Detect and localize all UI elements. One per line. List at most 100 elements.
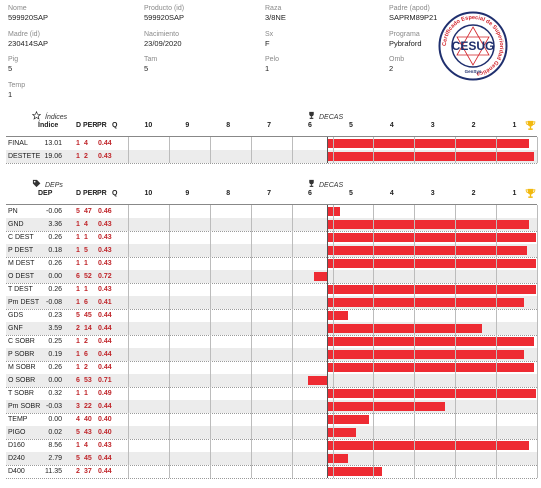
field-value: 23/09/2020 — [144, 39, 182, 48]
indices-trophy-icon — [525, 120, 536, 130]
indices-row-pr: 0.44 — [98, 140, 112, 147]
deps-row: O SOBR 0.00 6 53 0.71 — [6, 374, 537, 387]
field-value: 2 — [389, 64, 394, 73]
deps-deca-8: 8 — [226, 190, 231, 197]
deps-row-d: 1 — [76, 234, 80, 241]
cesug-seal: Certificado Especial de Superioridad Gen… — [438, 11, 508, 81]
header-field-pig: Pig 5 — [8, 55, 18, 74]
deps-deca-gridline — [128, 205, 129, 478]
deps-deca-gridline — [168, 205, 170, 478]
field-value: 5 — [8, 64, 13, 73]
deps-row-name: C SOBR — [8, 338, 35, 345]
indices-deca-gridline — [496, 137, 498, 163]
deps-row-pr: 0.44 — [98, 468, 112, 475]
deps-row-pr: 0.49 — [98, 390, 112, 397]
deps-deca-10: 10 — [144, 190, 153, 197]
deps-row-pr: 0.44 — [98, 351, 112, 358]
deps-row-bar — [327, 285, 536, 294]
deps-row-name: T DEST — [8, 286, 33, 293]
deps-row-value: -0.08 — [46, 299, 62, 306]
field-value: SAPRM89P21 — [389, 13, 438, 22]
indices-deca-gridline — [373, 137, 375, 163]
deps-row-value: 0.26 — [48, 364, 62, 371]
indices-deca-1: 1 — [512, 122, 517, 129]
deps-row-pr: 0.40 — [98, 416, 112, 423]
deps-row-divider — [6, 231, 537, 232]
deps-row-pr: 0.43 — [98, 234, 112, 241]
deps-deca-9: 9 — [185, 190, 190, 197]
deps-row-per: 1 — [84, 286, 88, 293]
deps-deca-1: 1 — [512, 190, 517, 197]
deps-deca-gridline — [414, 205, 416, 478]
deps-row-pr: 0.40 — [98, 429, 112, 436]
deps-row-d: 1 — [76, 221, 80, 228]
indices-deca-gridline — [332, 137, 334, 163]
deps-col-pr: PR — [97, 190, 107, 197]
deps-row-bar — [327, 233, 536, 242]
deps-row-value: 0.00 — [48, 377, 62, 384]
deps-row-per: 1 — [84, 390, 88, 397]
indices-decas-label: DECAS — [307, 111, 343, 122]
deps-trophy-icon — [525, 188, 536, 198]
indices-deca-gridline — [455, 137, 457, 163]
deps-row-per: 52 — [84, 273, 92, 280]
deps-row-divider — [6, 361, 537, 362]
deps-row-d: 3 — [76, 403, 80, 410]
indices-row-per: 4 — [84, 140, 88, 147]
indices-col-xndice: Índice — [38, 122, 59, 129]
deps-row-pr: 0.46 — [98, 208, 112, 215]
deps-row-name: P DEST — [8, 247, 34, 254]
deps-row-name: O SOBR — [8, 377, 36, 384]
deps-deca-5: 5 — [348, 190, 353, 197]
field-label: Tam — [144, 56, 158, 63]
deps-row-bg — [6, 426, 537, 439]
deps-row-name: P SOBR — [8, 351, 35, 358]
deps-row-bar — [308, 376, 327, 385]
field-label: Temp — [8, 82, 26, 89]
deps-row: TEMP 0.00 4 40 0.40 — [6, 413, 537, 426]
field-label: Pelo — [265, 56, 280, 63]
indices-row: FINAL 13.01 1 4 0.44 — [6, 137, 537, 150]
deps-row: Pm SOBR -0.03 3 22 0.44 — [6, 400, 537, 413]
indices-row-divider — [6, 163, 537, 164]
indices-deca-7: 7 — [267, 122, 272, 129]
indices-deca-gridline — [128, 137, 129, 163]
deps-row-per: 4 — [84, 442, 88, 449]
deps-deca-7: 7 — [267, 190, 272, 197]
deps-row-value: 0.32 — [48, 390, 62, 397]
deps-row-name: TEMP — [8, 416, 28, 423]
deps-row-pr: 0.44 — [98, 364, 112, 371]
field-label: Programa — [389, 31, 420, 38]
deps-row: GND 3.36 1 4 0.43 — [6, 218, 537, 231]
indices-row-bar — [327, 152, 534, 161]
field-value: Pybraford — [389, 39, 422, 48]
deps-row-d: 1 — [76, 364, 80, 371]
deps-row-value: 3.36 — [48, 221, 62, 228]
deps-deca-gridline — [209, 205, 211, 478]
deps-row-per: 37 — [84, 468, 92, 475]
deps-row-bar — [327, 389, 536, 398]
deps-row-per: 5 — [84, 247, 88, 254]
deps-row-name: T SOBR — [8, 390, 34, 397]
deps-row-per: 14 — [84, 325, 92, 332]
indices-row-pr: 0.43 — [98, 153, 112, 160]
field-value: 1 — [265, 64, 270, 73]
header-field-nacimiento: Nacimiento 23/09/2020 — [144, 30, 182, 49]
deps-table: DEPs DECAS DEP D PER PR Q 10 9 8 7 6 5 4 3 2 1 PN -0.06 5 47… — [6, 178, 538, 482]
deps-row-pr: 0.43 — [98, 247, 112, 254]
deps-row: T SOBR 0.32 1 1 0.49 — [6, 387, 537, 400]
cesug-seal-icon: Certificado Especial de Superioridad Gen… — [438, 11, 508, 81]
deps-row-name: GNF — [8, 325, 23, 332]
deps-zero-marker — [327, 205, 328, 478]
field-label: Nacimiento — [144, 31, 180, 38]
deps-row-value: 0.00 — [48, 273, 62, 280]
deps-row-bar — [327, 337, 534, 346]
deps-row-value: 11.35 — [45, 468, 62, 475]
deps-row-bar — [327, 246, 527, 255]
indices-col-per: PER — [83, 122, 98, 129]
deps-row-per: 4 — [84, 221, 88, 228]
deps-deca-6: 6 — [308, 190, 312, 197]
indices-deca-3: 3 — [430, 122, 435, 129]
indices-top-trophy — [525, 120, 536, 133]
deps-row-per: 45 — [84, 455, 92, 462]
